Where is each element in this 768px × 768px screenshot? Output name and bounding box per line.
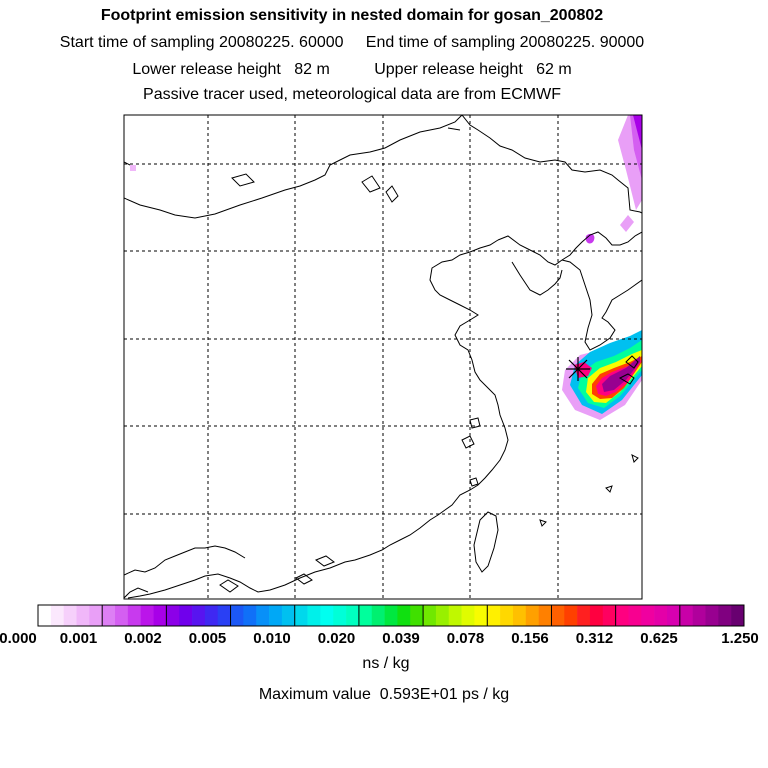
colorbar-tick-label: 0.005 — [188, 630, 227, 647]
colorbar-swatch — [76, 605, 90, 626]
colorbar-tick-label: 0.002 — [124, 630, 162, 647]
colorbar-swatch — [179, 605, 193, 626]
colorbar-swatch — [397, 605, 411, 626]
maximum-value: Maximum value 0.593E+01 ps / kg — [258, 686, 510, 703]
colorbar-tick-label: 0.000 — [0, 630, 37, 647]
colorbar-swatch — [102, 605, 116, 626]
footprint-plume — [130, 115, 642, 420]
colorbar-swatch — [281, 605, 296, 626]
colorbar-swatch — [512, 605, 527, 626]
colorbar-swatch — [38, 605, 52, 626]
colorbar-swatch — [423, 605, 437, 626]
colorbar-swatch — [230, 605, 244, 626]
colorbar-swatch — [461, 605, 475, 626]
colorbar-swatch — [731, 605, 745, 626]
colorbar-tick-label: 0.625 — [640, 630, 678, 647]
colorbar-swatch — [269, 605, 283, 626]
coastlines — [124, 115, 642, 599]
colorbar-swatch — [410, 605, 424, 626]
colorbar-swatch — [307, 605, 321, 626]
colorbar-swatch — [448, 605, 462, 626]
lat-lon-grid — [124, 115, 642, 599]
colorbar-swatch — [89, 605, 103, 626]
colorbar-swatch — [641, 605, 655, 626]
release-height-line: Lower release height 82 m Upper release … — [132, 61, 572, 78]
colorbar-swatch — [63, 605, 77, 626]
colorbar-swatch — [320, 605, 334, 626]
colorbar-swatch — [602, 605, 616, 626]
colorbar-swatch — [628, 605, 642, 626]
tracer-info-line: Passive tracer used, meteorological data… — [143, 86, 561, 103]
colorbar-swatch — [333, 605, 347, 626]
star-icon — [566, 357, 590, 381]
colorbar-swatch — [153, 605, 167, 626]
colorbar-swatch — [666, 605, 681, 626]
colorbar-tick-label: 1.250 — [721, 630, 759, 647]
colorbar-tick-label: 0.078 — [446, 630, 485, 647]
colorbar-swatch — [705, 605, 719, 626]
colorbar-swatch — [692, 605, 706, 626]
colorbar-swatch — [525, 605, 539, 626]
colorbar-swatch — [115, 605, 129, 626]
colorbar-tick-label: 0.001 — [59, 630, 98, 647]
colorbar-swatch — [538, 605, 552, 626]
colorbar-unit: ns / kg — [362, 655, 410, 672]
colorbar-tick-label: 0.039 — [382, 630, 420, 647]
colorbar-frame — [37, 604, 745, 627]
colorbar-swatch — [589, 605, 604, 626]
colorbar-swatch — [256, 605, 270, 626]
colorbar-swatch — [371, 605, 385, 626]
plot-title: Footprint emission sensitivity in nested… — [100, 7, 604, 24]
colorbar-swatch — [435, 605, 450, 626]
colorbar-swatch — [140, 605, 154, 626]
colorbar-swatch — [50, 605, 64, 626]
colorbar-swatch — [192, 605, 206, 626]
colorbar-swatch — [577, 605, 591, 626]
map-frame — [123, 114, 643, 600]
colorbar-swatch — [346, 605, 360, 626]
colorbar-swatch — [679, 605, 693, 626]
colorbar-swatch — [500, 605, 514, 626]
colorbar-swatch — [564, 605, 578, 626]
colorbar-swatch — [358, 605, 373, 626]
colorbar-tick-label: 0.156 — [511, 630, 549, 647]
colorbar-swatch — [217, 605, 231, 626]
colorbar-swatch — [243, 605, 257, 626]
colorbar-swatch — [487, 605, 501, 626]
colorbar-tick-label: 0.010 — [253, 630, 291, 647]
colorbar-tick-label: 0.312 — [575, 630, 614, 647]
colorbar-swatch — [204, 605, 219, 626]
colorbar-swatch — [654, 605, 668, 626]
colorbar-tick-label: 0.020 — [317, 630, 356, 647]
colorbar-swatch — [166, 605, 180, 626]
colorbar-swatch — [551, 605, 565, 626]
colorbar-swatch — [718, 605, 732, 626]
colorbar-swatch — [615, 605, 629, 626]
colorbar-swatch — [384, 605, 398, 626]
colorbar-swatch — [474, 605, 488, 626]
sampling-time-line: Start time of sampling 20080225. 60000 E… — [59, 34, 645, 51]
colorbar-swatch — [294, 605, 308, 626]
colorbar-swatch — [127, 605, 141, 626]
